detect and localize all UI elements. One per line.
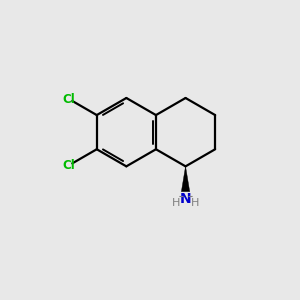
Text: N: N <box>180 192 191 206</box>
Text: Cl: Cl <box>63 93 76 106</box>
Text: H: H <box>191 198 199 208</box>
Polygon shape <box>182 166 190 192</box>
Text: Cl: Cl <box>63 159 76 172</box>
Text: H: H <box>172 198 180 208</box>
